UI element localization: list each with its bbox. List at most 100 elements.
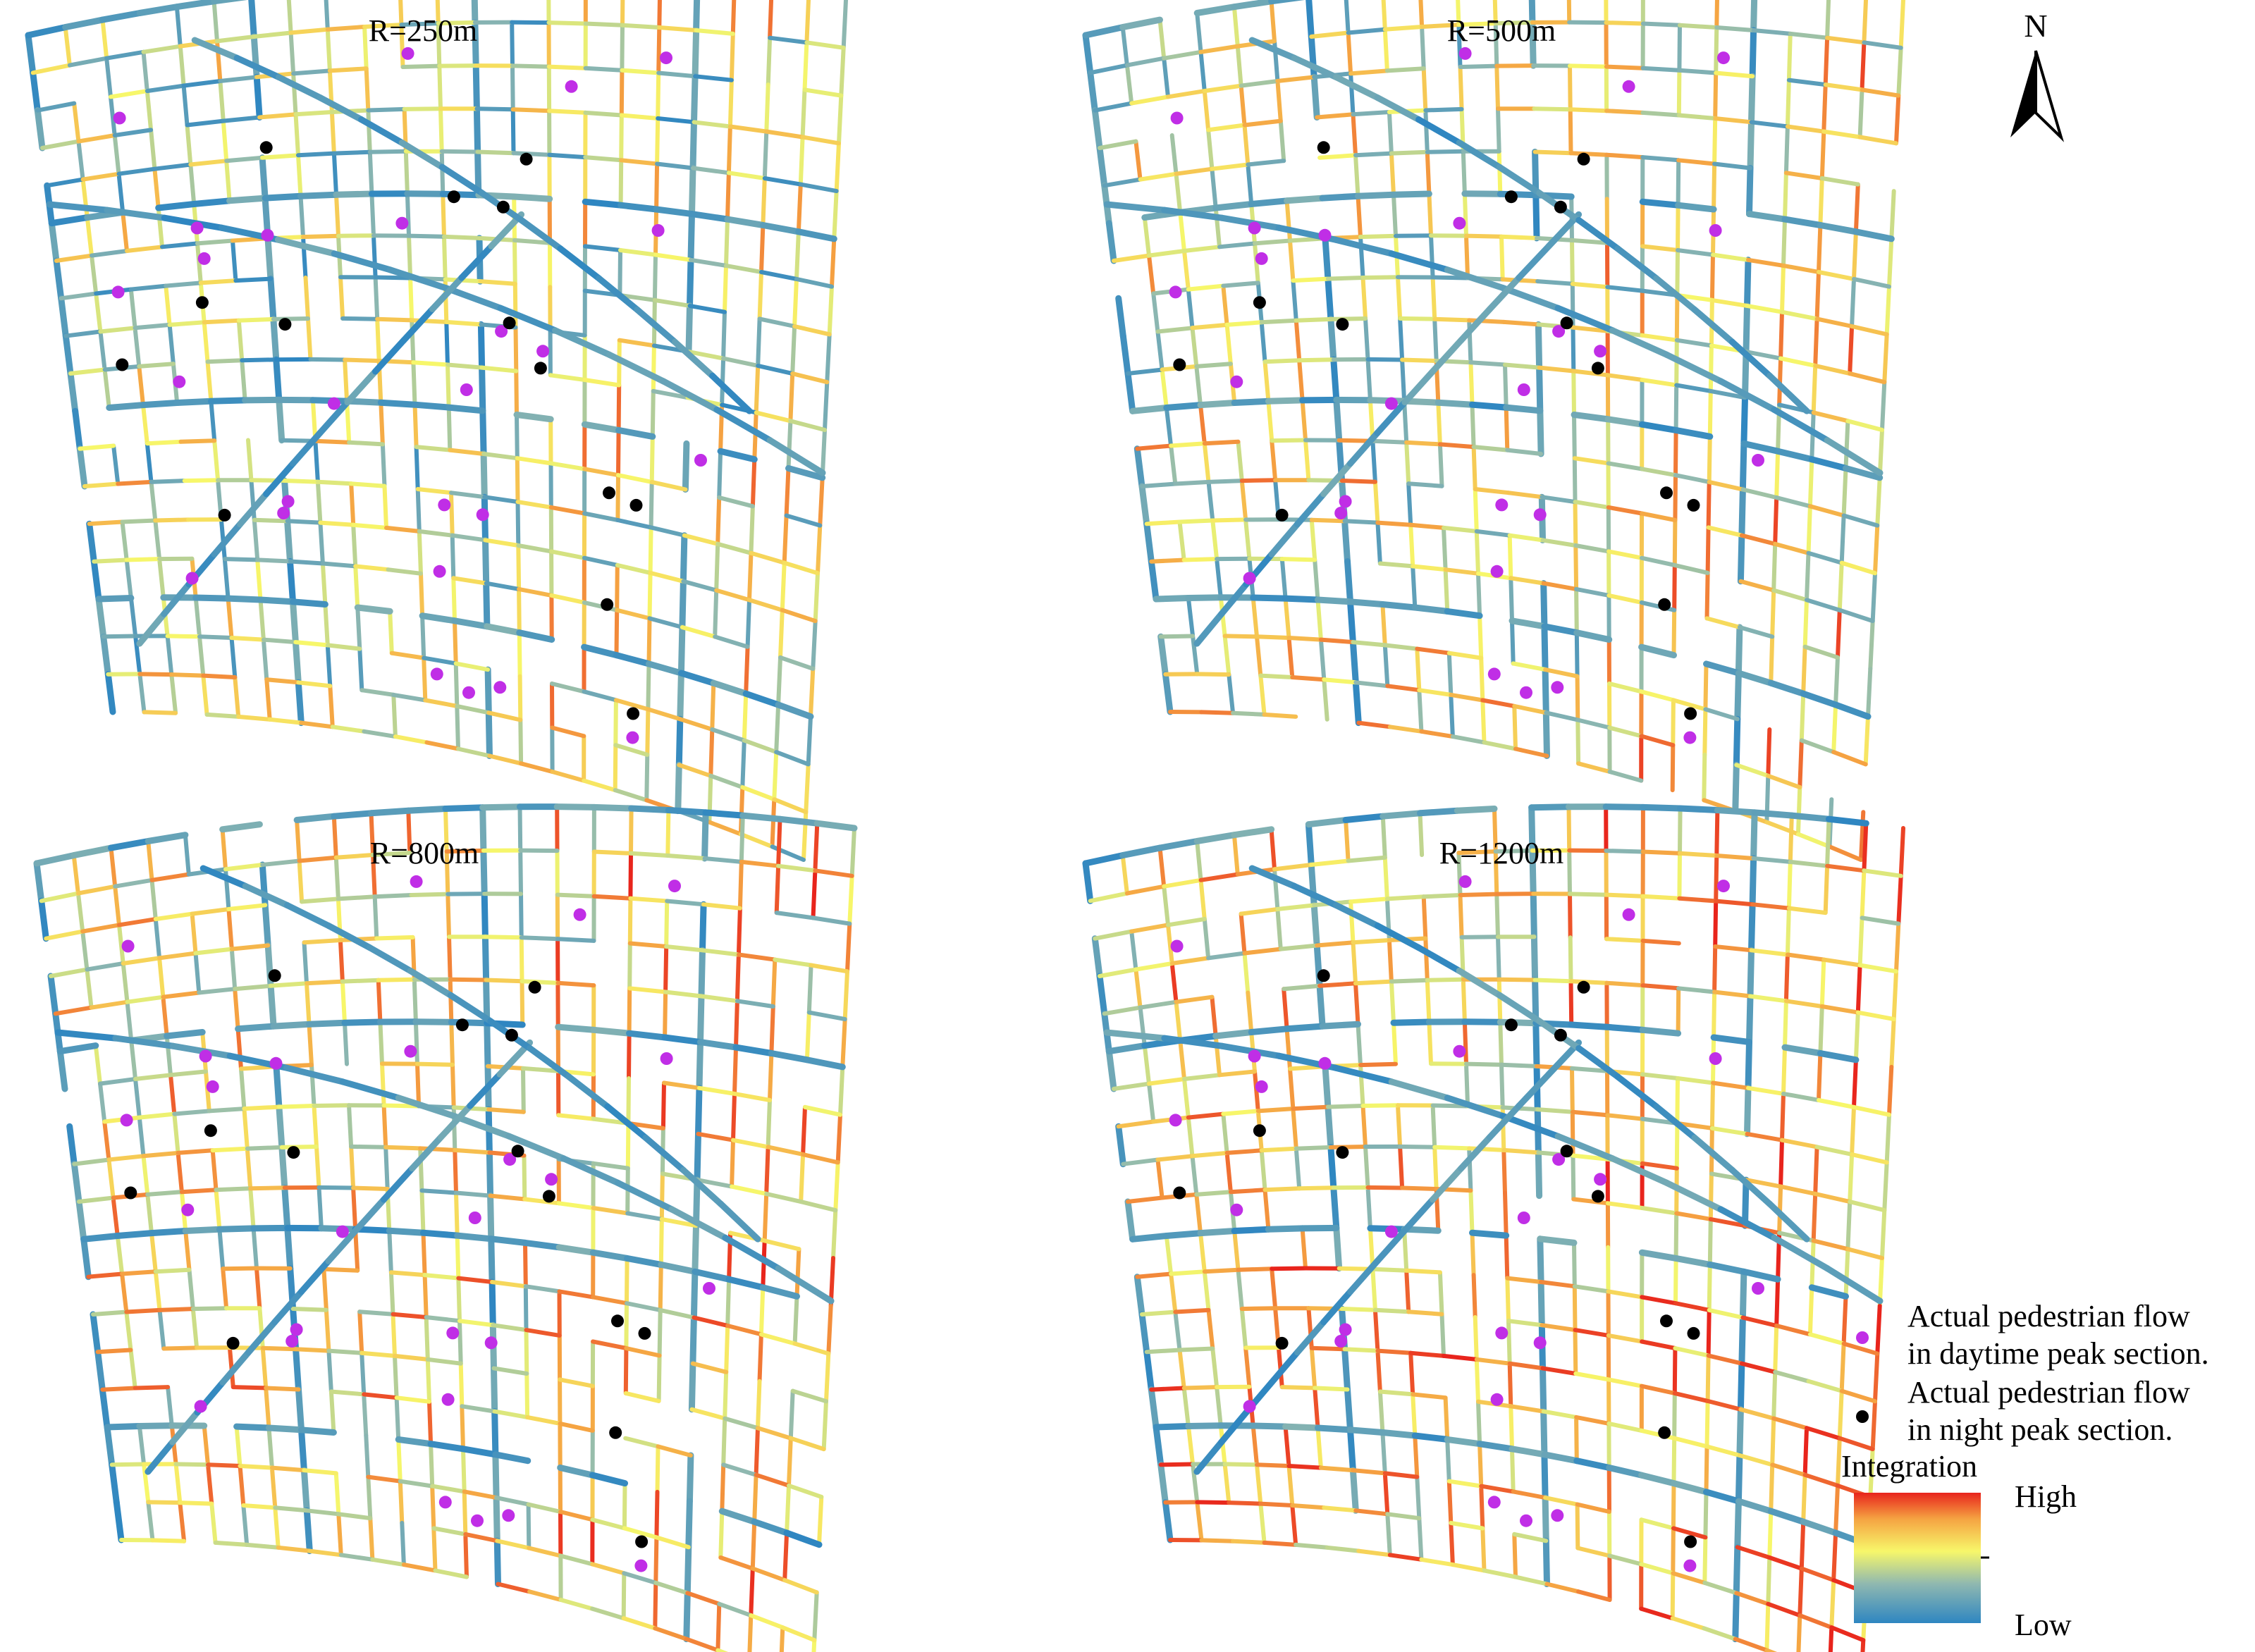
street-segment [202,318,241,325]
street-segment [1174,166,1215,176]
daytime-peak-marker [1520,686,1532,699]
street-segment [58,295,69,340]
street-segment [489,1278,496,1329]
arterial-segment [398,140,446,171]
street-segment [1096,973,1108,1017]
arterial-segment [429,274,465,313]
street-segment [317,1185,324,1231]
street-segment [403,149,410,196]
street-segment [1322,235,1332,283]
street-segment [721,1462,758,1477]
street-segment [1850,276,1856,328]
street-segment [1300,397,1308,443]
map-panel-r250: R=250m [25,0,848,862]
street-segment [1169,961,1179,1004]
street-segment [76,139,85,182]
street-segment [1142,215,1151,258]
street-segment [1315,598,1323,642]
street-segment [515,500,521,548]
daytime-peak-marker [1622,908,1635,921]
daytime-peak-marker [1533,1336,1547,1350]
street-segment [164,1029,206,1040]
street-segment [656,70,698,79]
street-segment [1530,933,1539,983]
street-segment [393,734,429,745]
street-segment [627,941,632,991]
street-segment [1309,1345,1317,1391]
street-segment [687,350,726,361]
street-segment [616,473,654,484]
street-segment [481,452,520,461]
street-segment [1734,1498,1742,1551]
street-segment [1496,106,1501,154]
street-segment [1800,690,1839,708]
street-segment [615,518,653,530]
street-segment [1389,151,1396,197]
arterial-segment [615,1179,675,1213]
street-segment [204,1069,211,1114]
street-segment [1673,1211,1679,1261]
street-segment [1738,1314,1746,1367]
street-segment [1778,1184,1818,1196]
street-segment [120,518,158,524]
street-segment [1129,94,1170,106]
street-segment [141,49,149,94]
street-segment [446,892,451,939]
arterial-segment [1444,266,1506,291]
street-segment [550,770,586,783]
street-segment [368,1516,375,1562]
street-segment [1339,1307,1377,1312]
street-segment [785,1483,791,1535]
street-segment [1294,1542,1329,1550]
street-segment [1571,411,1611,423]
street-segment [1568,151,1609,157]
street-segment [685,302,693,355]
street-segment [1439,1312,1446,1358]
street-segment [1532,1020,1540,1070]
street-segment [315,479,323,525]
street-segment [106,402,147,411]
street-segment [1259,1146,1298,1153]
street-segment [218,75,259,83]
street-segment [1255,1462,1263,1506]
street-segment [382,483,388,530]
daytime-peak-marker [185,572,199,585]
street-segment [479,365,519,374]
arterial-segment [1430,1165,1465,1203]
street-segment [80,1235,92,1281]
street-segment [306,1019,348,1028]
street-segment [166,1385,174,1428]
street-segment [422,655,458,666]
street-segment [1740,487,1779,500]
street-segment [1138,483,1150,527]
street-segment [109,1461,120,1506]
street-segment [1190,322,1229,331]
street-segment [386,1227,426,1236]
street-segment [1573,1457,1613,1471]
street-segment [1408,1350,1415,1397]
street-segment [302,1468,338,1476]
street-segment [646,616,652,666]
street-segment [460,1404,465,1451]
street-segment [321,1266,360,1273]
street-segment [1155,326,1195,334]
arterial-segment [386,266,449,291]
street-segment [768,0,774,40]
street-segment [782,1531,789,1583]
street-segment [515,456,520,505]
arterial-segment [145,1438,176,1475]
street-segment [240,358,247,402]
street-segment [288,30,296,76]
street-segment [1348,71,1356,117]
street-segment [724,217,730,268]
street-segment [372,894,379,941]
street-segment [1242,118,1283,128]
street-segment [581,421,622,433]
street-segment [1499,1062,1539,1068]
street-segment [809,963,849,974]
street-segment [521,1066,526,1114]
arterial-segment [1415,116,1463,146]
night-peak-marker [542,1190,555,1203]
street-segment [455,1233,461,1281]
street-segment [366,1474,403,1484]
